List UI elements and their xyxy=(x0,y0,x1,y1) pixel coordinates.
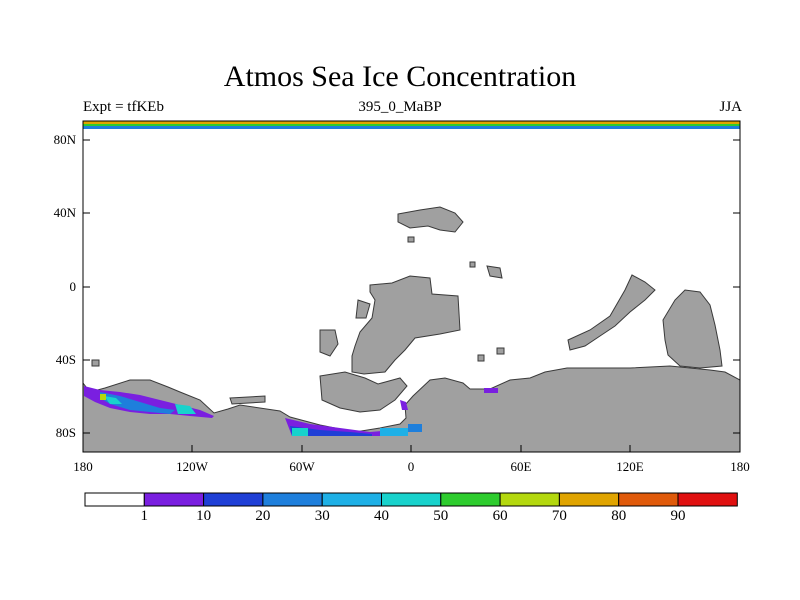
colorbar-label: 30 xyxy=(314,508,330,524)
small-island-e xyxy=(496,347,505,355)
lon-label-180e: 180 xyxy=(730,459,750,474)
colorbar-box xyxy=(84,492,145,507)
colorbar-label: 80 xyxy=(611,508,627,524)
colorbar-box xyxy=(381,492,442,507)
axis-ticks xyxy=(83,139,740,452)
lat-label-eq: 0 xyxy=(69,279,77,294)
lat-label-40n: 40N xyxy=(53,205,76,220)
colorbar-label: 40 xyxy=(374,508,389,524)
lat-label-80s: 80S xyxy=(55,425,76,440)
eastern-slanted-landmass xyxy=(567,274,656,351)
small-island-c xyxy=(486,265,503,279)
colorbar-label: 10 xyxy=(196,508,212,524)
ice-cell-east xyxy=(484,388,498,393)
lon-label-60w: 60W xyxy=(289,459,315,474)
small-island-g xyxy=(229,395,266,405)
lat-label-80n: 80N xyxy=(53,132,76,147)
ice-cell-central-c xyxy=(408,424,422,432)
lon-label-180w: 180 xyxy=(73,459,93,474)
experiment-label: Expt = tfKEb xyxy=(83,99,164,115)
colorbar-label: 50 xyxy=(433,508,449,524)
small-island-d xyxy=(477,354,485,362)
colorbar-box xyxy=(558,492,620,507)
land-masses xyxy=(82,206,741,453)
colorbar-label: 70 xyxy=(551,508,567,524)
central-west-landmass xyxy=(355,299,371,319)
southern-sea-ice xyxy=(84,386,498,436)
colorbar-box xyxy=(203,492,264,507)
lon-label-120e: 120E xyxy=(616,459,644,474)
arctic-ice-strip-blue xyxy=(83,126,740,129)
lon-label-120w: 120W xyxy=(176,459,208,474)
colorbar-box xyxy=(618,492,679,507)
colorbar xyxy=(84,492,738,507)
lat-label-40s: 40S xyxy=(55,352,76,367)
ice-zone-east xyxy=(400,400,408,410)
colorbar-label: 20 xyxy=(255,508,271,524)
northern-landmass xyxy=(397,206,464,233)
colorbar-box xyxy=(262,492,323,507)
lon-label-0: 0 xyxy=(407,459,415,474)
ice-cell-central-b xyxy=(380,428,408,436)
lon-label-60e: 60E xyxy=(510,459,532,474)
arctic-ice-strip-green xyxy=(83,124,740,126)
ice-zone-central-mid xyxy=(290,426,372,436)
ice-patch-b xyxy=(175,404,196,414)
colorbar-box xyxy=(440,492,501,507)
map-title: Atmos Sea Ice Concentration xyxy=(223,60,577,93)
ice-cell-yellow xyxy=(100,394,106,400)
southern-arc-landmass xyxy=(319,371,408,413)
colorbar-box xyxy=(321,492,383,507)
colorbar-label: 1 xyxy=(140,508,149,524)
central-continent xyxy=(351,275,461,375)
period-label: 395_0_MaBP xyxy=(358,99,442,115)
colorbar-box xyxy=(143,492,205,507)
small-island-b xyxy=(469,261,476,268)
small-island-f xyxy=(91,359,100,367)
season-label: JJA xyxy=(719,99,742,115)
southern-continent xyxy=(82,365,741,453)
far-east-landmass xyxy=(662,289,723,369)
colorbar-label: 60 xyxy=(492,508,508,524)
ice-zone-west-inner xyxy=(104,396,122,404)
colorbar-box xyxy=(677,492,738,507)
ice-zone-west-mid xyxy=(100,392,175,414)
small-island-a xyxy=(407,236,415,243)
ice-cell-central-a xyxy=(292,428,308,436)
arctic-ice-strip-orange xyxy=(83,121,740,124)
colorbar-box xyxy=(499,492,560,507)
colorbar-label: 90 xyxy=(670,508,686,524)
western-landmass xyxy=(319,329,339,357)
